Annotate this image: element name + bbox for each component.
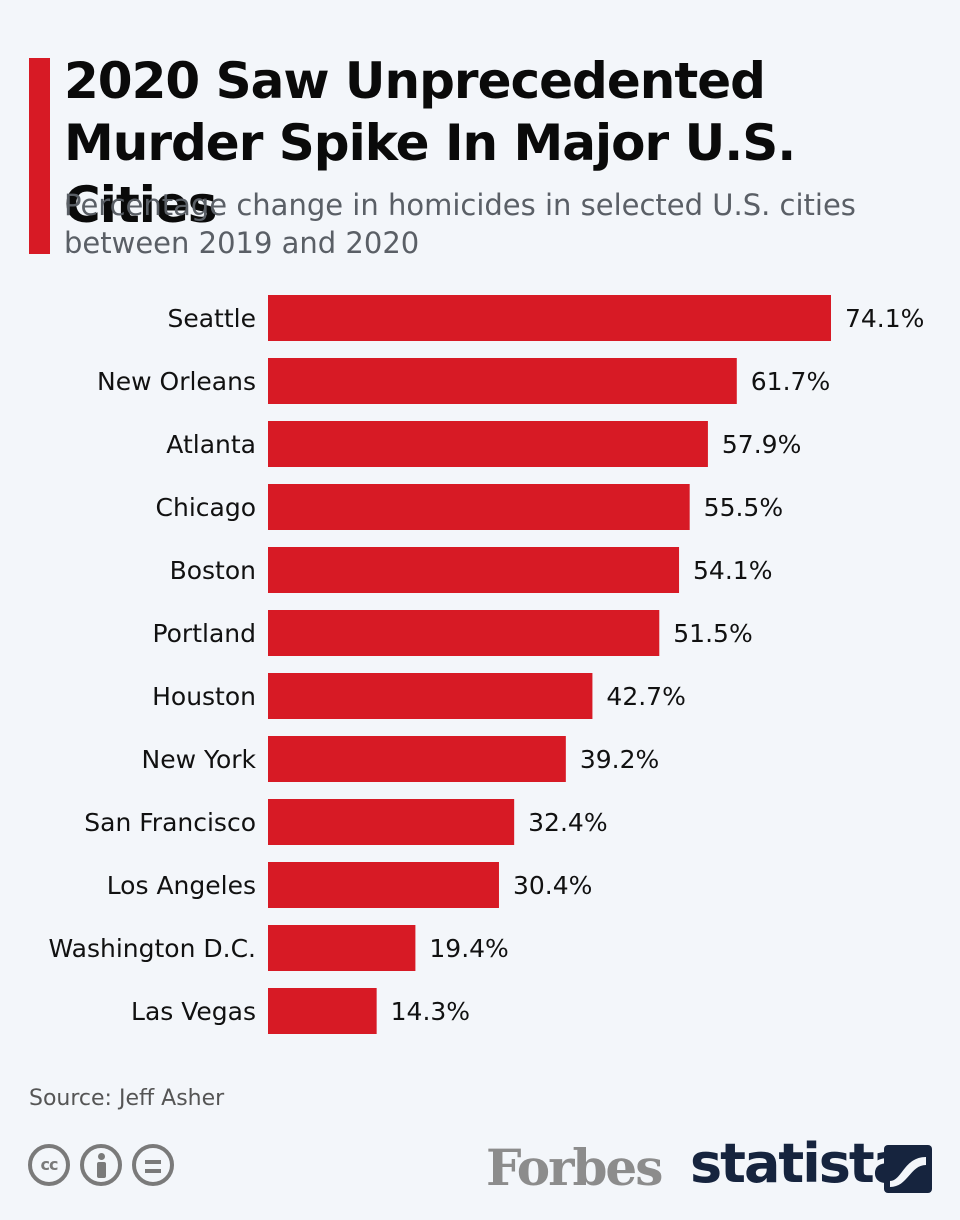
category-label: New Orleans <box>97 367 256 396</box>
chart-subtitle: Percentage change in homicides in select… <box>64 188 856 260</box>
category-label: Los Angeles <box>107 871 256 900</box>
value-label: 39.2% <box>580 745 659 774</box>
bar <box>268 673 593 719</box>
bar <box>268 988 377 1034</box>
category-label: San Francisco <box>84 808 256 837</box>
forbes-logo: Forbes <box>486 1138 663 1197</box>
category-label: Chicago <box>156 493 256 522</box>
category-label: New York <box>142 745 257 774</box>
value-label: 54.1% <box>693 556 772 585</box>
attribution-icon <box>80 1144 122 1186</box>
bar <box>268 295 831 341</box>
bar <box>268 421 708 467</box>
category-label: Seattle <box>167 304 256 333</box>
source-note: Source: Jeff Asher <box>29 1086 225 1111</box>
statista-logo: statista <box>690 1132 909 1195</box>
value-label: 32.4% <box>528 808 607 837</box>
no-derivatives-icon <box>132 1144 174 1186</box>
value-label: 55.5% <box>704 493 783 522</box>
bar <box>268 547 680 593</box>
bar <box>268 358 737 404</box>
value-label: 74.1% <box>845 304 924 333</box>
category-label: Houston <box>152 682 256 711</box>
chart-title: 2020 Saw Unprecedented Murder Spike In M… <box>64 52 796 234</box>
value-label: 42.7% <box>606 682 685 711</box>
value-label: 14.3% <box>391 997 470 1026</box>
value-label: 30.4% <box>513 871 592 900</box>
bar <box>268 799 515 845</box>
category-label: Atlanta <box>166 430 256 459</box>
bar <box>268 484 690 530</box>
value-label: 19.4% <box>429 934 508 963</box>
value-label: 61.7% <box>751 367 830 396</box>
bar <box>268 610 660 656</box>
statista-logo-icon <box>884 1145 932 1193</box>
category-label: Portland <box>152 619 256 648</box>
title-accent-bar <box>29 58 50 254</box>
category-label: Las Vegas <box>131 997 256 1026</box>
category-label: Washington D.C. <box>49 934 256 963</box>
value-label: 51.5% <box>673 619 752 648</box>
value-label: 57.9% <box>722 430 801 459</box>
bar-chart: Seattle 74.1% New Orleans 61.7% Atlanta 57.9%… <box>49 295 924 1034</box>
bar <box>268 862 499 908</box>
category-label: Boston <box>170 556 256 585</box>
license-icons: cc <box>28 1144 174 1186</box>
bar <box>268 736 566 782</box>
bar <box>268 925 416 971</box>
cc-icon: cc <box>28 1144 70 1186</box>
